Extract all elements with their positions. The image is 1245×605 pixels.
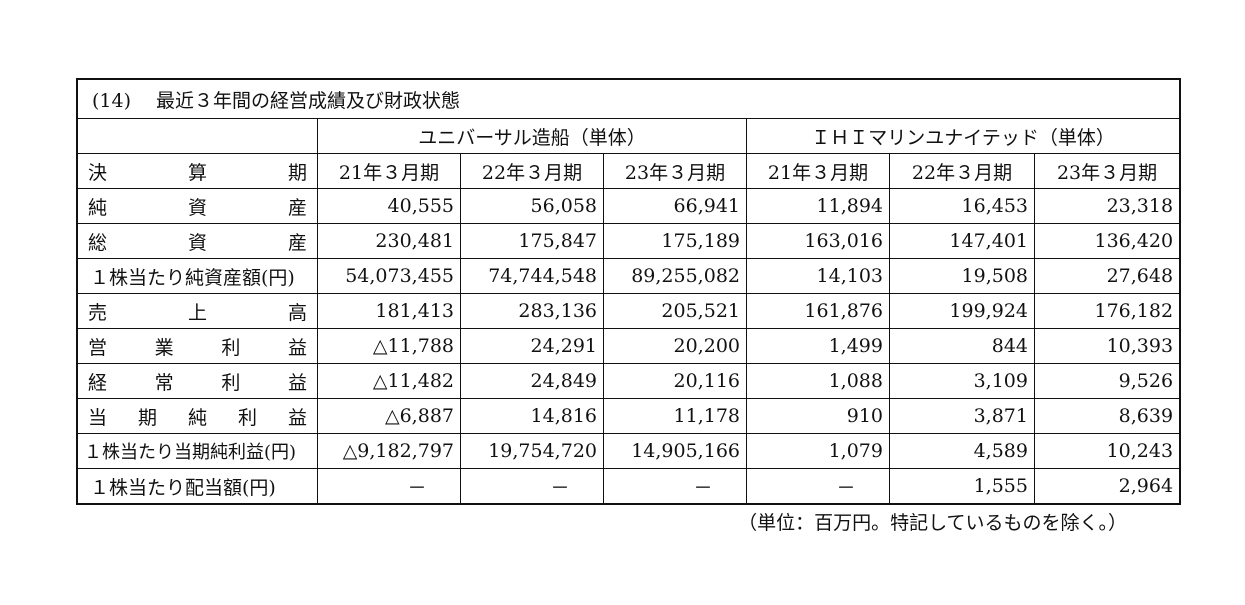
period-header: 23年３月期 bbox=[603, 153, 747, 189]
table-cell: 66,941 bbox=[603, 188, 747, 224]
table-cell: 14,103 bbox=[746, 258, 890, 294]
group-header-blank bbox=[77, 118, 318, 154]
row-label: １株当たり当期純利益(円) bbox=[77, 433, 318, 469]
table-cell: 2,964 bbox=[1033, 468, 1181, 504]
table-cell: △11,788 bbox=[317, 328, 461, 364]
table-cell: 844 bbox=[889, 328, 1035, 364]
period-header-label: 決 算 期 bbox=[77, 153, 318, 189]
table-row: 総 資 産 230,481 175,847 175,189 163,016 14… bbox=[77, 223, 1181, 259]
row-label: １株当たり配当額(円) bbox=[77, 468, 318, 504]
table-row: 当 期 純 利 益 △6,887 14,816 11,178 910 3,871… bbox=[77, 398, 1181, 434]
group-header-universal: ユニバーサル造船（単体） bbox=[317, 118, 747, 154]
period-header-row: 決 算 期 21年３月期 22年３月期 23年３月期 21年３月期 22年３月期… bbox=[77, 153, 1181, 189]
period-header: 22年３月期 bbox=[889, 153, 1035, 189]
table-cell: 40,555 bbox=[317, 188, 461, 224]
row-label: 売 上 高 bbox=[77, 293, 318, 329]
table-cell: △9,182,797 bbox=[317, 433, 461, 469]
group-header-ihi: ＩＨＩマリンユナイテッド（単体） bbox=[745, 118, 1181, 154]
table-row: 売 上 高 181,413 283,136 205,521 161,876 19… bbox=[77, 293, 1181, 329]
row-label: 経 常 利 益 bbox=[77, 363, 318, 399]
table-cell: 74,744,548 bbox=[460, 258, 604, 294]
table-row: 営 業 利 益 △11,788 24,291 20,200 1,499 844 … bbox=[77, 328, 1181, 364]
table-cell: 20,200 bbox=[603, 328, 747, 364]
table-cell: 1,079 bbox=[746, 433, 890, 469]
table-row: １株当たり純資産額(円) 54,073,455 74,744,548 89,25… bbox=[77, 258, 1181, 294]
table-row: １株当たり当期純利益(円) △9,182,797 19,754,720 14,9… bbox=[77, 433, 1181, 469]
table-cell: 27,648 bbox=[1033, 258, 1181, 294]
table-cell: 9,526 bbox=[1033, 363, 1181, 399]
row-label: １株当たり純資産額(円) bbox=[77, 258, 318, 294]
table-cell: － bbox=[317, 468, 461, 504]
table-cell: 161,876 bbox=[746, 293, 890, 329]
table-cell: 175,847 bbox=[460, 223, 604, 259]
table-cell: △6,887 bbox=[317, 398, 461, 434]
table-cell: 11,178 bbox=[603, 398, 747, 434]
table-cell: 205,521 bbox=[603, 293, 747, 329]
period-header: 21年３月期 bbox=[317, 153, 461, 189]
table-cell: 20,116 bbox=[603, 363, 747, 399]
table-row: １株当たり配当額(円) － － － － 1,555 2,964 bbox=[77, 468, 1181, 504]
table-cell: 1,499 bbox=[746, 328, 890, 364]
table-cell: 23,318 bbox=[1033, 188, 1181, 224]
table-cell: 14,905,166 bbox=[603, 433, 747, 469]
table-cell: 199,924 bbox=[889, 293, 1035, 329]
title-row: (14) 最近３年間の経営成績及び財政状態 bbox=[76, 79, 1181, 119]
table-cell: 147,401 bbox=[889, 223, 1035, 259]
table-cell: 181,413 bbox=[317, 293, 461, 329]
period-header: 21年３月期 bbox=[746, 153, 890, 189]
table-cell: 89,255,082 bbox=[603, 258, 747, 294]
table-cell: 24,849 bbox=[460, 363, 604, 399]
group-header-row: ユニバーサル造船（単体） ＩＨＩマリンユナイテッド（単体） bbox=[77, 118, 1181, 154]
table-cell: 54,073,455 bbox=[317, 258, 461, 294]
table-cell: 3,109 bbox=[889, 363, 1035, 399]
table-cell: 230,481 bbox=[317, 223, 461, 259]
table-cell: 1,555 bbox=[889, 468, 1035, 504]
table-cell: 16,453 bbox=[889, 188, 1035, 224]
table-cell: 1,088 bbox=[746, 363, 890, 399]
table-cell: 14,816 bbox=[460, 398, 604, 434]
table-cell: 136,420 bbox=[1033, 223, 1181, 259]
table-cell: 175,189 bbox=[603, 223, 747, 259]
row-label: 営 業 利 益 bbox=[77, 328, 318, 364]
table-cell: － bbox=[603, 468, 747, 504]
table-cell: 163,016 bbox=[746, 223, 890, 259]
table-cell: 19,508 bbox=[889, 258, 1035, 294]
row-label: 総 資 産 bbox=[77, 223, 318, 259]
row-label: 当 期 純 利 益 bbox=[77, 398, 318, 434]
table-cell: 10,243 bbox=[1033, 433, 1181, 469]
table-cell: 4,589 bbox=[889, 433, 1035, 469]
row-label: 純 資 産 bbox=[77, 188, 318, 224]
table-cell: 11,894 bbox=[746, 188, 890, 224]
table-row: 純 資 産 40,555 56,058 66,941 11,894 16,453… bbox=[77, 188, 1181, 224]
table-row: 経 常 利 益 △11,482 24,849 20,116 1,088 3,10… bbox=[77, 363, 1181, 399]
table-cell: 56,058 bbox=[460, 188, 604, 224]
table-cell: － bbox=[460, 468, 604, 504]
unit-note: （単位：百万円。特記しているものを除く。） bbox=[738, 512, 1127, 534]
period-header: 23年３月期 bbox=[1033, 153, 1181, 189]
table-cell: △11,482 bbox=[317, 363, 461, 399]
table-cell: 8,639 bbox=[1033, 398, 1181, 434]
table-cell: 24,291 bbox=[460, 328, 604, 364]
table-cell: 910 bbox=[746, 398, 890, 434]
table-cell: 283,136 bbox=[460, 293, 604, 329]
financial-table: (14) 最近３年間の経営成績及び財政状態 ユニバーサル造船（単体） ＩＨＩマリ… bbox=[75, 78, 1182, 505]
table-cell: 176,182 bbox=[1033, 293, 1181, 329]
table-cell: 19,754,720 bbox=[460, 433, 604, 469]
table-cell: 10,393 bbox=[1033, 328, 1181, 364]
table-cell: 3,871 bbox=[889, 398, 1035, 434]
table-cell: － bbox=[746, 468, 890, 504]
table-title: (14) 最近３年間の経営成績及び財政状態 bbox=[76, 79, 1181, 119]
period-header: 22年３月期 bbox=[460, 153, 604, 189]
